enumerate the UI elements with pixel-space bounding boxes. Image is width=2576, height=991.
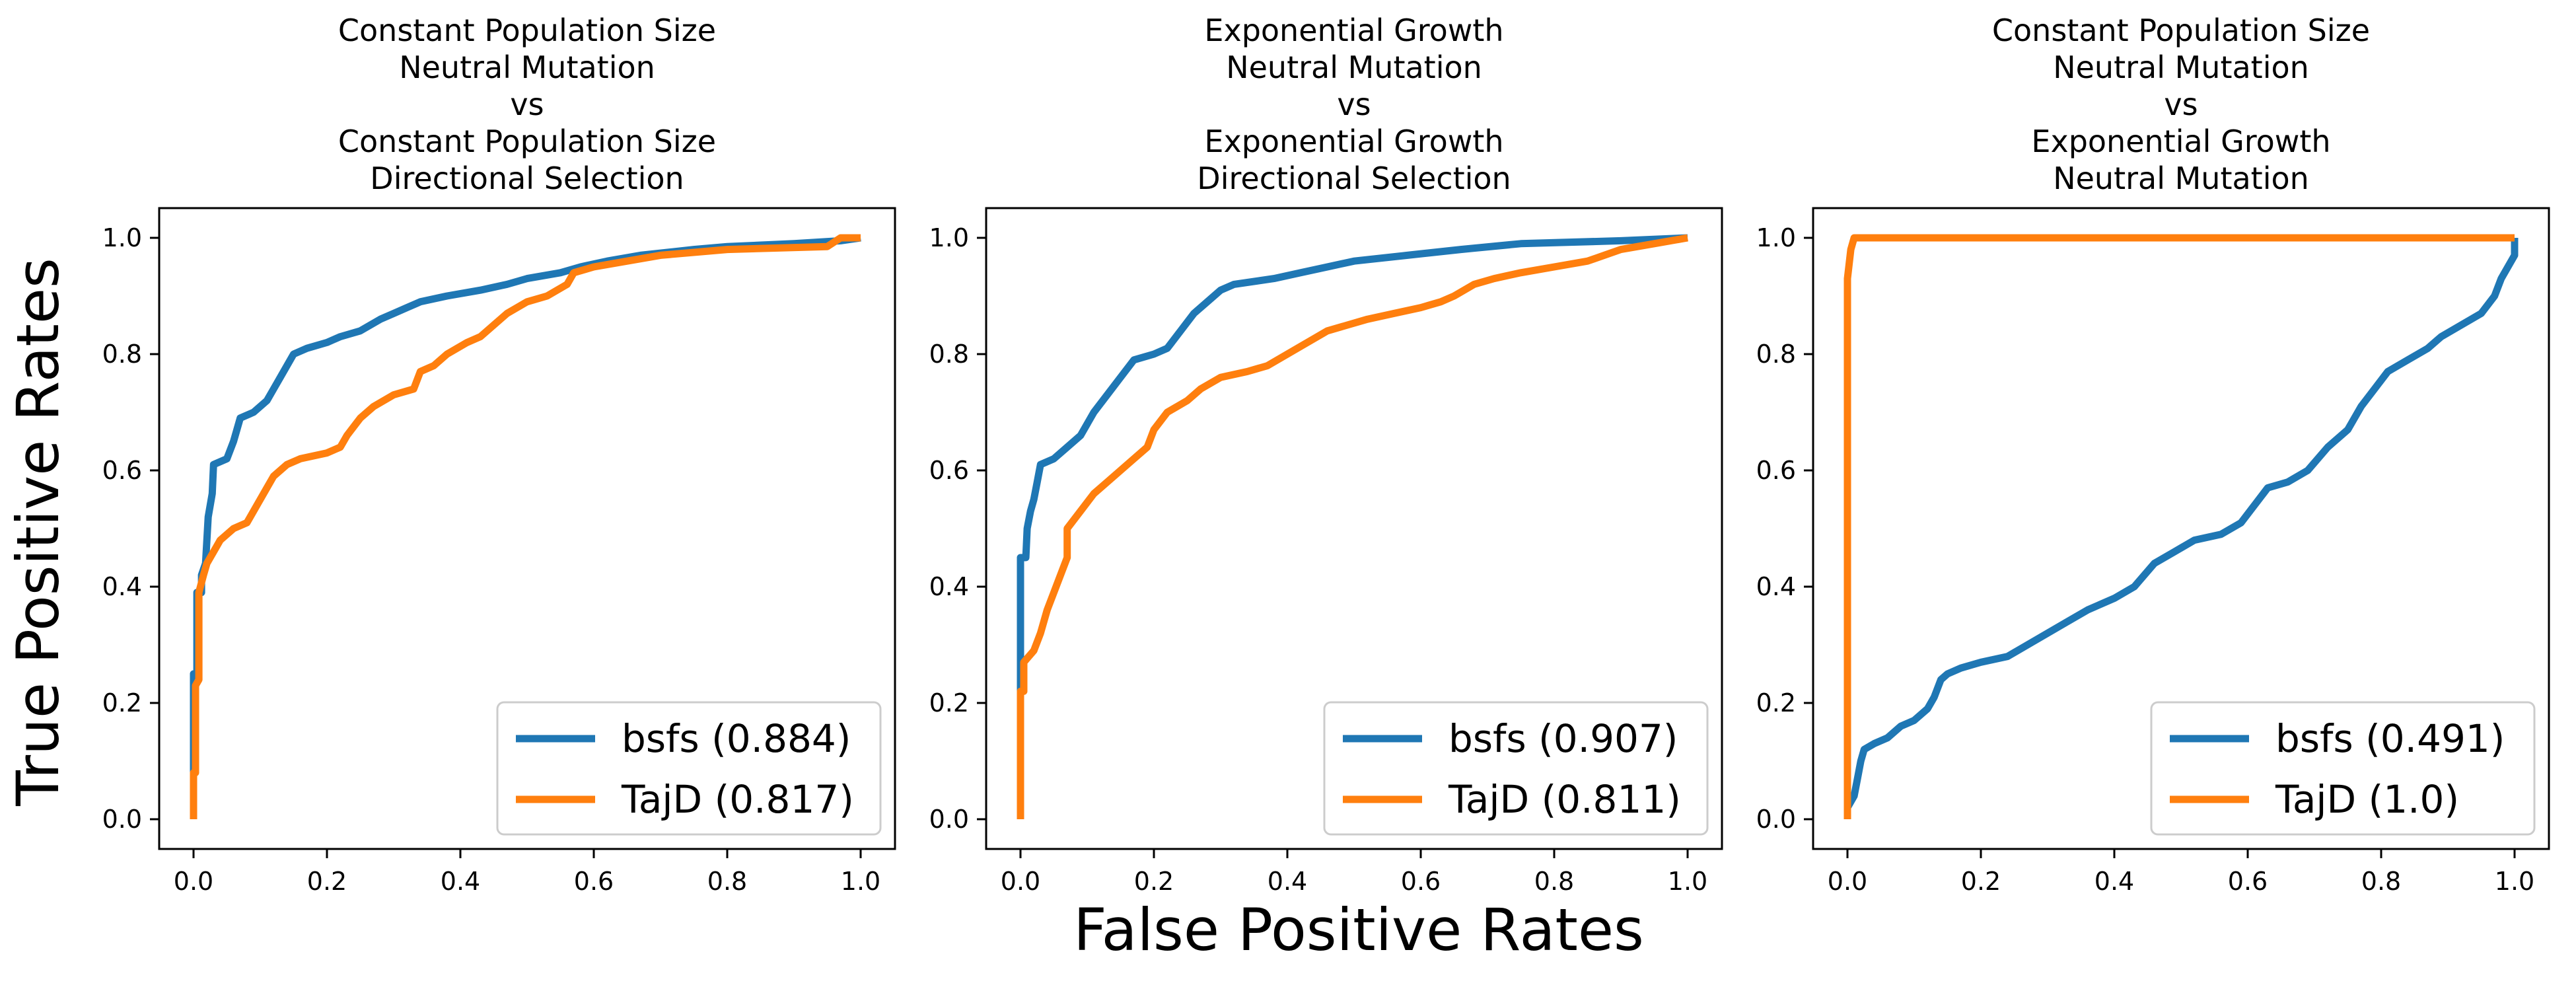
y-tick-label: 0.4 xyxy=(1756,572,1796,601)
title-line: vs xyxy=(1337,87,1371,122)
legend-label: bsfs (0.907) xyxy=(1449,716,1678,761)
legend-label: TajD (0.811) xyxy=(1448,777,1681,822)
legend: bsfs (0.907) TajD (0.811) xyxy=(1323,701,1709,836)
x-tick-label: 0.0 xyxy=(1828,867,1867,896)
roc-line-bsfs xyxy=(1843,238,2519,819)
legend-label: bsfs (0.491) xyxy=(2275,716,2505,761)
x-tick-label: 1.0 xyxy=(2495,867,2534,896)
x-tick-label: 0.6 xyxy=(574,867,614,896)
title-line: Neutral Mutation xyxy=(2053,161,2309,196)
title-line: Constant Population Size xyxy=(1992,13,2370,48)
y-axis-label: True Positive Rates xyxy=(4,258,72,807)
y-tick-label: 0.6 xyxy=(929,456,969,485)
x-tick-label: 1.0 xyxy=(1668,867,1707,896)
roc-line-tajd xyxy=(1843,234,2515,819)
x-tick-label: 0.6 xyxy=(1401,867,1441,896)
axes-frame xyxy=(1812,207,2550,850)
legend-label: TajD (1.0) xyxy=(2275,777,2459,822)
y-tick-label: 1.0 xyxy=(1756,223,1796,252)
x-tick-label: 0.4 xyxy=(1268,867,1307,896)
legend-label: bsfs (0.884) xyxy=(622,716,851,761)
y-tick-label: 0.8 xyxy=(929,340,969,369)
x-tick-label: 0.8 xyxy=(707,867,747,896)
x-tick-label: 1.0 xyxy=(841,867,880,896)
title-line: Neutral Mutation xyxy=(399,50,655,85)
x-tick-label: 0.4 xyxy=(2094,867,2134,896)
y-tick-label: 0.0 xyxy=(102,805,142,834)
legend: bsfs (0.884) TajD (0.817) xyxy=(496,701,882,836)
roc-line-tajd xyxy=(190,234,861,819)
y-tick-label: 1.0 xyxy=(102,223,142,252)
title-line: Neutral Mutation xyxy=(1226,50,1482,85)
y-tick-label: 0.2 xyxy=(929,688,969,717)
title-line: Directional Selection xyxy=(370,161,684,196)
y-tick-label: 0.0 xyxy=(1756,805,1796,834)
title-line: Exponential Growth xyxy=(1204,13,1503,48)
title-line: Directional Selection xyxy=(1197,161,1511,196)
legend: bsfs (0.491) TajD (1.0) xyxy=(2150,701,2536,836)
title-line: Neutral Mutation xyxy=(2053,50,2309,85)
x-tick-label: 0.8 xyxy=(2361,867,2401,896)
y-tick-label: 0.4 xyxy=(929,572,969,601)
x-tick-label: 0.2 xyxy=(1134,867,1174,896)
y-tick-label: 0.0 xyxy=(929,805,969,834)
x-axis-label: False Positive Rates xyxy=(1073,896,1644,964)
x-tick-label: 0.2 xyxy=(307,867,347,896)
y-tick-label: 0.8 xyxy=(1756,340,1796,369)
y-tick-label: 0.2 xyxy=(1756,688,1796,717)
y-tick-label: 0.8 xyxy=(102,340,142,369)
legend-label: TajD (0.817) xyxy=(621,777,854,822)
x-tick-label: 0.2 xyxy=(1961,867,2001,896)
y-tick-label: 0.6 xyxy=(102,456,142,485)
x-tick-label: 0.6 xyxy=(2228,867,2268,896)
title-line: Constant Population Size xyxy=(338,124,716,159)
y-tick-label: 0.2 xyxy=(102,688,142,717)
title-line: Exponential Growth xyxy=(2031,124,2330,159)
title-line: Exponential Growth xyxy=(1204,124,1503,159)
x-tick-label: 0.8 xyxy=(1534,867,1574,896)
roc-line-tajd xyxy=(1017,234,1688,819)
title-line: vs xyxy=(2164,87,2198,122)
axes-frame xyxy=(158,207,896,850)
title-line: vs xyxy=(510,87,544,122)
title-line: Constant Population Size xyxy=(338,13,716,48)
y-tick-label: 0.6 xyxy=(1756,456,1796,485)
x-tick-label: 0.0 xyxy=(1001,867,1040,896)
roc-line-bsfs xyxy=(1017,234,1688,819)
axes-frame xyxy=(985,207,1723,850)
y-tick-label: 1.0 xyxy=(929,223,969,252)
y-tick-label: 0.4 xyxy=(102,572,142,601)
x-tick-label: 0.4 xyxy=(441,867,480,896)
x-tick-label: 0.0 xyxy=(174,867,213,896)
